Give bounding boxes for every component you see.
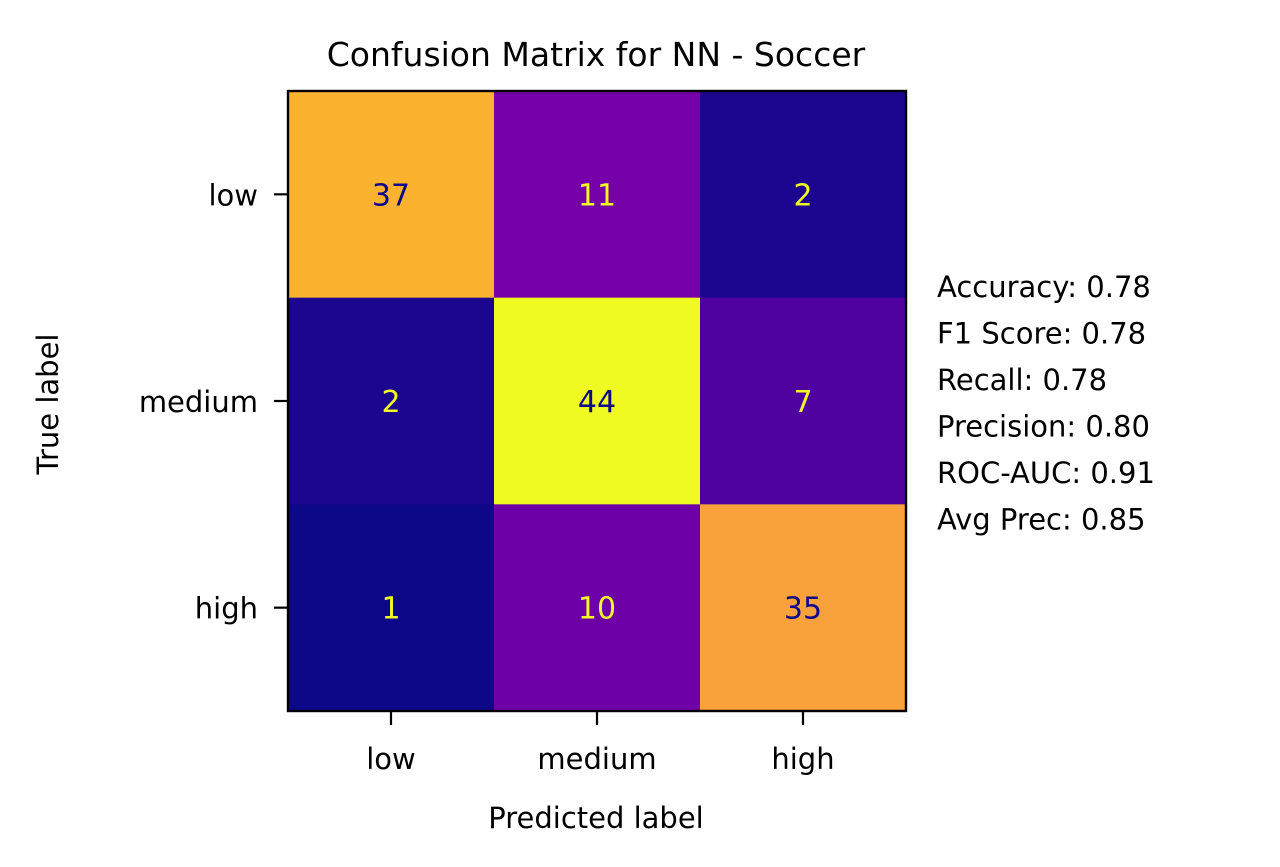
matrix-cell (288, 504, 495, 712)
matrix-cell (288, 297, 495, 505)
cell-value-label: 35 (784, 592, 822, 627)
matrix-cell (494, 91, 701, 299)
matrix-cell (288, 91, 495, 299)
x-axis-ticks: low medium high (366, 711, 835, 776)
matrix-cell (494, 504, 701, 712)
y-axis-label: True label (31, 334, 65, 476)
x-tick-label: low (366, 742, 416, 776)
x-tick-label: medium (537, 742, 656, 776)
y-axis-ticks: low medium high (139, 178, 288, 626)
y-tick-label: low (208, 178, 258, 212)
cell-value-label: 2 (381, 385, 400, 420)
metric-line: Precision: 0.80 (937, 410, 1150, 444)
cell-value-label: 7 (793, 385, 812, 420)
metric-line: Recall: 0.78 (937, 363, 1107, 397)
metrics-panel: Accuracy: 0.78 F1 Score: 0.78 Recall: 0.78… (937, 270, 1155, 537)
cell-value-label: 11 (578, 178, 616, 213)
x-axis-label: Predicted label (488, 801, 704, 835)
metric-line: F1 Score: 0.78 (937, 317, 1146, 351)
matrix-cell (494, 297, 701, 505)
matrix-cells (288, 91, 907, 712)
matrix-cell (700, 91, 907, 299)
cell-value-label: 1 (381, 592, 400, 627)
matrix-cell-labels: 37 11 2 2 44 7 1 10 35 (372, 178, 822, 626)
matrix-cell (700, 297, 907, 505)
metric-line: Avg Prec: 0.85 (937, 503, 1146, 537)
y-tick-label: high (195, 592, 258, 626)
cell-value-label: 10 (578, 592, 616, 627)
chart-title: Confusion Matrix for NN - Soccer (327, 35, 866, 74)
cell-value-label: 37 (372, 178, 410, 213)
cell-value-label: 44 (578, 385, 616, 420)
cell-value-label: 2 (793, 178, 812, 213)
metric-line: Accuracy: 0.78 (937, 270, 1151, 304)
metric-line: ROC-AUC: 0.91 (937, 456, 1155, 490)
x-tick-label: high (771, 742, 834, 776)
matrix-cell (700, 504, 907, 712)
y-tick-label: medium (139, 385, 258, 419)
